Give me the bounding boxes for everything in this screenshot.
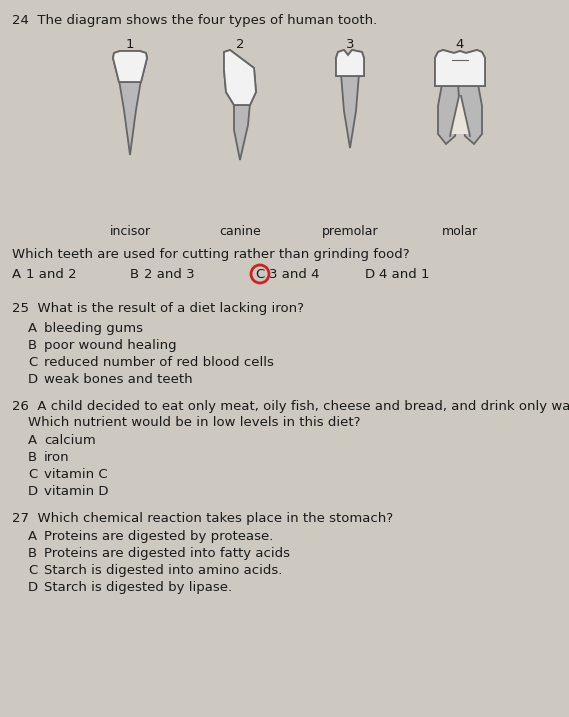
Text: Which nutrient would be in low levels in this diet?: Which nutrient would be in low levels in… [28, 416, 361, 429]
Text: C: C [255, 267, 265, 280]
Text: A: A [28, 530, 37, 543]
Text: A: A [28, 434, 37, 447]
Text: 2 and 3: 2 and 3 [144, 268, 195, 281]
Polygon shape [438, 84, 462, 144]
Polygon shape [458, 84, 482, 144]
Text: molar: molar [442, 225, 478, 238]
Polygon shape [119, 80, 141, 155]
Text: weak bones and teeth: weak bones and teeth [44, 373, 193, 386]
Text: D: D [28, 373, 38, 386]
Polygon shape [341, 74, 359, 148]
Text: Starch is digested by lipase.: Starch is digested by lipase. [44, 581, 232, 594]
Text: C: C [28, 468, 37, 481]
Text: Which teeth are used for cutting rather than grinding food?: Which teeth are used for cutting rather … [12, 248, 410, 261]
Polygon shape [234, 103, 250, 160]
Text: D: D [365, 268, 375, 281]
Text: D: D [28, 581, 38, 594]
Text: 25  What is the result of a diet lacking iron?: 25 What is the result of a diet lacking … [12, 302, 304, 315]
Text: iron: iron [44, 451, 69, 464]
Text: 26  A child decided to eat only meat, oily fish, cheese and bread, and drink onl: 26 A child decided to eat only meat, oil… [12, 400, 569, 413]
Text: B: B [28, 547, 37, 560]
Text: A: A [12, 268, 21, 281]
Text: 3 and 4: 3 and 4 [269, 268, 320, 281]
Text: 3: 3 [346, 38, 354, 51]
Text: D: D [28, 485, 38, 498]
Text: 2: 2 [236, 38, 244, 51]
Polygon shape [113, 51, 147, 82]
Polygon shape [435, 50, 485, 86]
Text: incisor: incisor [109, 225, 151, 238]
Text: 1 and 2: 1 and 2 [26, 268, 77, 281]
Text: B: B [28, 451, 37, 464]
Polygon shape [113, 51, 147, 82]
Text: 27  Which chemical reaction takes place in the stomach?: 27 Which chemical reaction takes place i… [12, 512, 393, 525]
Text: B: B [130, 268, 139, 281]
Text: 4 and 1: 4 and 1 [379, 268, 430, 281]
Text: Starch is digested into amino acids.: Starch is digested into amino acids. [44, 564, 282, 577]
Text: C: C [28, 564, 37, 577]
Text: poor wound healing: poor wound healing [44, 339, 176, 352]
Polygon shape [336, 50, 364, 76]
Text: B: B [28, 339, 37, 352]
Text: vitamin D: vitamin D [44, 485, 109, 498]
Text: Proteins are digested into fatty acids: Proteins are digested into fatty acids [44, 547, 290, 560]
Polygon shape [450, 96, 470, 134]
Polygon shape [224, 50, 256, 105]
Text: calcium: calcium [44, 434, 96, 447]
Text: 24  The diagram shows the four types of human tooth.: 24 The diagram shows the four types of h… [12, 14, 377, 27]
Polygon shape [224, 50, 256, 105]
Text: C: C [28, 356, 37, 369]
Text: vitamin C: vitamin C [44, 468, 108, 481]
Polygon shape [435, 50, 485, 86]
Text: bleeding gums: bleeding gums [44, 322, 143, 335]
Text: canine: canine [219, 225, 261, 238]
Text: reduced number of red blood cells: reduced number of red blood cells [44, 356, 274, 369]
Text: A: A [28, 322, 37, 335]
Text: Proteins are digested by protease.: Proteins are digested by protease. [44, 530, 273, 543]
Text: premolar: premolar [321, 225, 378, 238]
Text: 4: 4 [456, 38, 464, 51]
Text: 1: 1 [126, 38, 134, 51]
Polygon shape [336, 50, 364, 76]
